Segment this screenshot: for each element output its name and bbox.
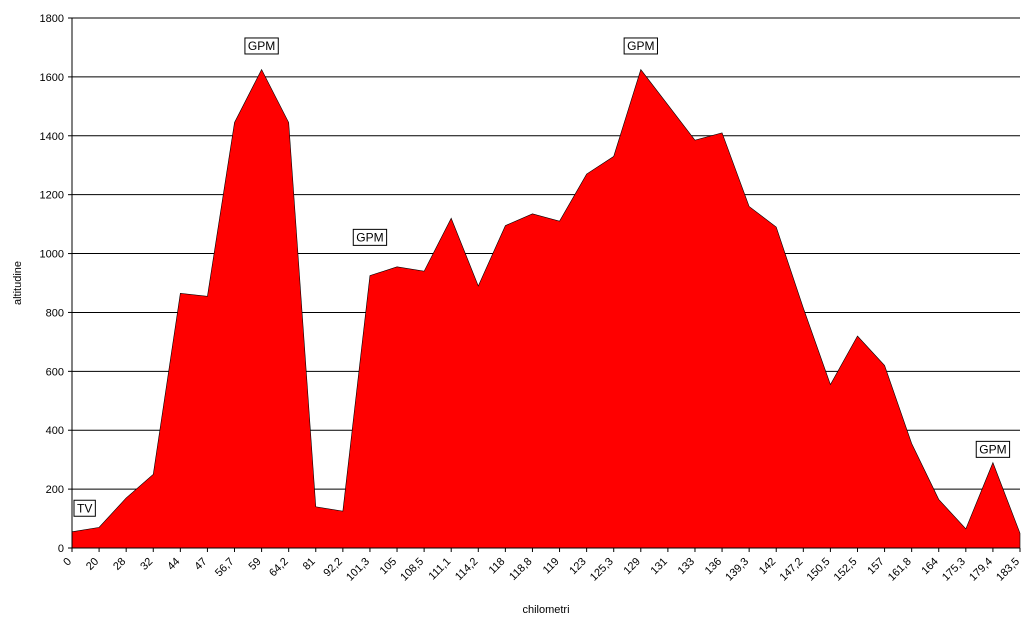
x-tick-label: 111,1 [427,556,454,583]
x-tick-label: 56,7 [213,556,237,580]
x-tick-label: 125,3 [588,556,616,584]
y-tick-label: 1000 [40,249,64,261]
x-tick-label: 123 [567,556,588,577]
annotations: TV GPM GPM GPM GPM [73,37,1011,517]
y-tick-labels: 0 200 400 600 800 1000 1200 1400 1600 1800 [40,13,64,555]
y-tick-label: 1600 [40,72,64,84]
x-tick-label: 133 [676,556,697,577]
annotation-box [244,37,279,55]
annotation-box [73,499,96,517]
y-tick-label: 1800 [40,13,64,25]
x-tick-label: 183,5 [994,556,1022,584]
annotation-label: GPM [623,37,658,55]
annotation-label: GPM [975,440,1011,458]
x-tick-label: 152,5 [832,556,860,584]
x-tick-label: 32 [138,556,155,573]
annotation-box [352,228,388,246]
x-axis-title: chilometri [522,604,569,616]
x-tick-label: 150,5 [805,556,833,584]
annotation-box [975,440,1011,458]
y-axis-title: altitudine [12,261,24,305]
x-tick-label: 161,8 [886,556,914,584]
y-tick-label: 600 [46,366,64,378]
x-tick-label: 118 [487,556,508,577]
y-tick-label: 800 [46,307,64,319]
x-tick-label: 175,3 [940,556,968,584]
annotation-label: TV [73,499,96,517]
x-tick-label: 131 [649,556,670,577]
x-tick-label: 139,3 [723,556,751,584]
y-tick-label: 0 [58,543,64,555]
x-tick-label: 105 [378,556,399,577]
annotation-text: GPM [356,230,383,244]
x-tick-label: 129 [621,556,642,577]
x-tick-label: 164 [919,556,940,577]
x-tick-label: 157 [865,556,886,577]
x-tick-labels: 0 20 28 32 44 47 56,7 59 64,2 81 92,2 101,3 105 108,5… [61,556,1022,584]
altitude-area [71,68,1021,549]
annotation-text: TV [77,501,92,515]
x-tick-label: 28 [111,556,128,573]
x-tick-label: 108,5 [398,556,426,584]
x-tick-label: 81 [301,556,318,573]
x-tick-label: 101,3 [344,556,372,584]
x-tick-label: 92,2 [321,556,345,580]
x-tick-label: 47 [192,556,209,573]
y-tick-label: 200 [46,484,64,496]
axes [68,17,1021,552]
x-tick-label: 119 [541,556,562,577]
y-tick-label: 1400 [40,131,64,143]
x-tick-label: 118,8 [507,556,534,583]
x-tick-label: 142 [757,556,778,577]
annotation-text: GPM [248,39,275,53]
annotation-box [623,37,658,55]
y-tick-label: 1200 [40,190,64,202]
x-tick-label: 114,2 [453,556,480,583]
x-tick-label: 136 [703,556,724,577]
annotation-label: GPM [244,37,279,55]
x-tick-label: 59 [247,556,264,573]
annotation-text: GPM [627,39,654,53]
x-tick-label: 20 [84,556,101,573]
x-tick-label: 147,2 [777,556,805,584]
annotation-label: GPM [352,228,388,246]
annotation-text: GPM [979,442,1006,456]
x-tick-label: 44 [165,556,182,573]
x-tick-label: 179,4 [967,556,995,584]
x-tick-label: 64,2 [267,556,291,580]
y-tick-label: 400 [46,425,64,437]
x-tick-label: 0 [61,556,74,569]
